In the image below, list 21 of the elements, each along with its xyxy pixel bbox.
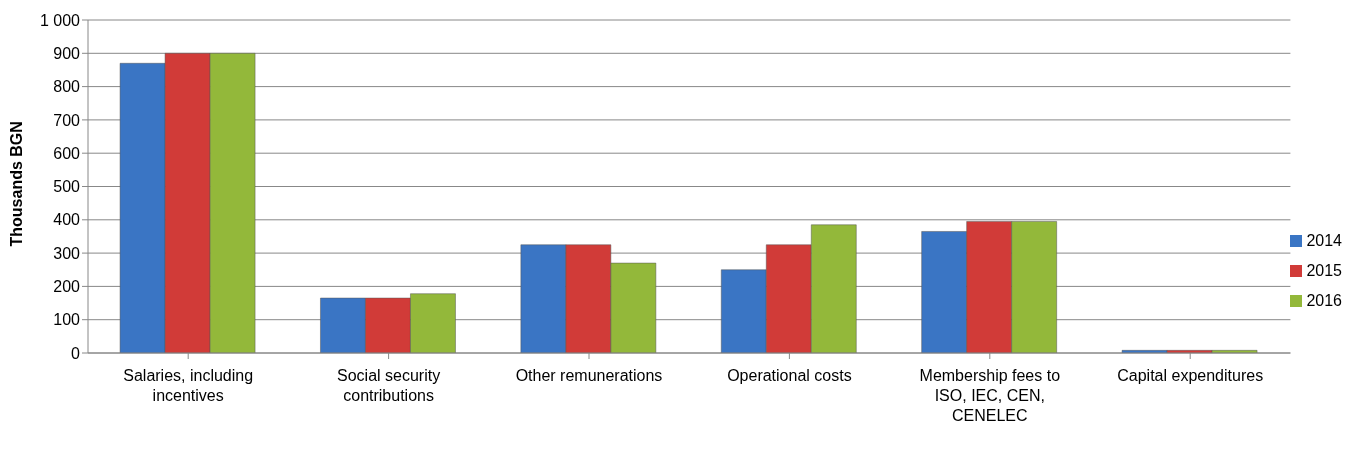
x-tick-label: Operational costs (727, 367, 852, 384)
x-tick-label: Other remunerations (515, 367, 663, 384)
x-tick-label: Membership fees to ISO, IEC, CEN, CENELEC (919, 367, 1061, 424)
y-tick-label: 800 (53, 78, 81, 96)
y-axis-title: Thousands BGN (7, 121, 25, 247)
legend-label: 2015 (1306, 261, 1342, 279)
y-tick-label: 400 (53, 211, 81, 229)
y-tick-label: 100 (53, 311, 81, 329)
y-tick-label: 200 (53, 278, 81, 296)
y-tick-label: 0 (71, 344, 81, 362)
y-tick-label: 600 (53, 144, 81, 162)
y-tick-label: 500 (53, 178, 81, 196)
legend-label: 2014 (1306, 231, 1342, 249)
legend-label: 2016 (1306, 291, 1342, 309)
y-tick-label: 900 (53, 44, 81, 62)
y-tick-label: 300 (53, 244, 81, 262)
x-tick-label: Social security contributions (337, 367, 441, 404)
x-tick-label: Salaries, including incentives (123, 367, 254, 404)
y-tick-label: 1 000 (39, 11, 81, 29)
y-tick-label: 700 (53, 111, 81, 129)
x-tick-label: Capital expenditures (1117, 367, 1264, 384)
